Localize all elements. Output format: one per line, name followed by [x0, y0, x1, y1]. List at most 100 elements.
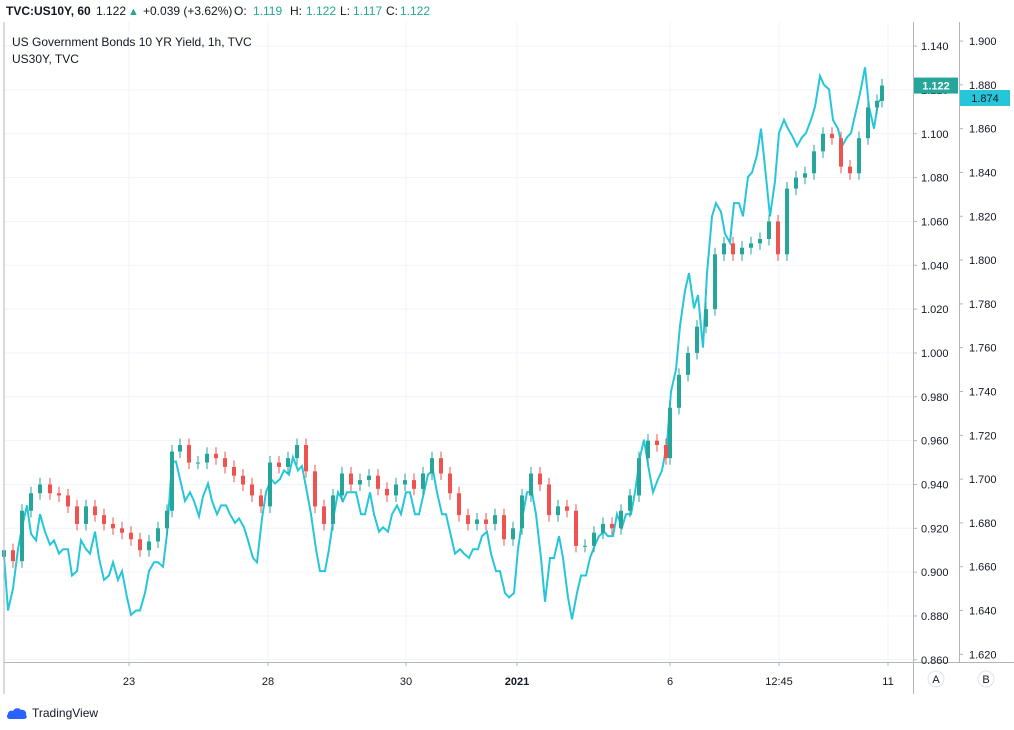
candle-body: [857, 138, 861, 174]
candle-body: [646, 440, 650, 459]
candle-body: [75, 506, 79, 524]
candle-body: [610, 523, 614, 529]
up-arrow-icon: ▲: [128, 6, 139, 18]
us10y-candles-group: [2, 78, 884, 568]
right-axis-tick-label: 1.880: [969, 80, 997, 92]
left-axis-tick-label: 1.020: [921, 304, 949, 316]
candle-body: [839, 138, 843, 167]
left-axis-tick-label: 1.100: [921, 129, 949, 141]
candle-body: [511, 528, 515, 540]
last-price-label-right: 1.874: [971, 93, 999, 105]
right-axis-tick-label: 1.840: [969, 167, 997, 179]
candle-body: [102, 515, 106, 524]
candle-body: [394, 484, 398, 496]
candle-body: [677, 374, 681, 408]
candle-body: [376, 475, 380, 489]
right-axis-tick-label: 1.640: [969, 606, 997, 618]
right-axis-tick-label: 1.660: [969, 562, 997, 574]
candle-body: [664, 445, 668, 459]
candle-body: [713, 254, 717, 310]
x-axis-tick-label: 6: [667, 676, 673, 688]
candle-body: [803, 173, 807, 178]
left-axis-tick-label: 1.000: [921, 348, 949, 360]
x-axis-tick-label: 2021: [505, 676, 529, 688]
candle-body: [340, 473, 344, 496]
left-axis-tick-label: 0.920: [921, 523, 949, 535]
candle-body: [187, 445, 191, 463]
candle-body: [758, 238, 762, 244]
candle-body: [138, 539, 142, 551]
x-axis-tick-label: 28: [262, 676, 274, 688]
candle-body: [637, 458, 641, 496]
candle-body: [304, 445, 308, 472]
candle-body: [529, 473, 533, 496]
candle-body: [214, 453, 218, 459]
candle-body: [493, 515, 497, 524]
candle-body: [412, 480, 416, 489]
right-axis-tick-label: 1.720: [969, 430, 997, 442]
left-axis-tick-label: 1.060: [921, 216, 949, 228]
left-axis-tick-label: 0.940: [921, 479, 949, 491]
candle-body: [655, 440, 659, 446]
right-axis-tick-label: 1.780: [969, 299, 997, 311]
right-axis-tick-label: 1.900: [969, 36, 997, 48]
candle-body: [767, 221, 771, 239]
left-axis-tick-label: 0.960: [921, 436, 949, 448]
axis-button-b[interactable]: B: [977, 670, 995, 688]
candle-body: [848, 166, 852, 174]
candle-body: [475, 519, 479, 524]
symbol-name[interactable]: TVC:US10Y, 60: [6, 4, 91, 18]
candle-body: [668, 407, 672, 459]
right-axis-tick-label: 1.740: [969, 387, 997, 399]
candle-body: [785, 188, 789, 255]
tradingview-cloud-icon: [6, 708, 27, 719]
legend-title[interactable]: US Government Bonds 10 YR Yield, 1h, TVC: [12, 35, 252, 49]
chart-svg[interactable]: 1.1401.1201.1001.0801.0601.0401.0201.000…: [0, 22, 1014, 694]
candle-body: [111, 523, 115, 529]
x-axis-tick-label: 30: [400, 676, 412, 688]
last-price: 1.122: [96, 4, 127, 18]
candle-body: [48, 484, 52, 494]
candle-body: [223, 458, 227, 467]
candle-body: [556, 506, 560, 516]
candle-body: [250, 484, 254, 496]
high-value: 1.122: [306, 4, 337, 18]
legend-compare[interactable]: US30Y, TVC: [12, 52, 79, 66]
chart-frame[interactable]: 1.1401.1201.1001.0801.0601.0401.0201.000…: [0, 22, 1014, 694]
x-axis-tick-label: 11: [882, 676, 893, 688]
candle-body: [349, 473, 353, 485]
candle-body: [484, 519, 488, 524]
right-axis-tick-label: 1.700: [969, 474, 997, 486]
left-axis-tick-label: 1.040: [921, 260, 949, 272]
candle-body: [749, 243, 753, 248]
candle-body: [830, 133, 834, 139]
candle-body: [286, 458, 290, 467]
left-axis-tick-label: 0.900: [921, 567, 949, 579]
candle-body: [619, 510, 623, 529]
low-value: 1.117: [353, 4, 383, 18]
us30y-line: [3, 67, 883, 620]
candle-body: [156, 528, 160, 542]
candle-body: [601, 523, 605, 533]
axis-button-a[interactable]: A: [927, 670, 945, 688]
candle-body: [439, 458, 443, 474]
x-axis-tick-label: 23: [123, 676, 135, 688]
candle-body: [84, 506, 88, 524]
candle-body: [722, 243, 726, 255]
candle-body: [821, 133, 825, 152]
candle-body: [57, 493, 61, 496]
candle-body: [565, 506, 569, 511]
candle-body: [358, 480, 362, 485]
candle-body: [277, 462, 281, 467]
tradingview-logo[interactable]: TradingView: [6, 706, 98, 720]
candle-body: [502, 515, 506, 540]
left-axis-tick-label: 1.080: [921, 173, 949, 185]
candle-body: [740, 247, 744, 255]
candle-body: [11, 550, 15, 562]
axes: 1.1401.1201.1001.0801.0601.0401.0201.000…: [3, 22, 1014, 694]
candle-body: [120, 528, 124, 533]
low-label: L:: [340, 4, 351, 18]
candle-body: [704, 309, 708, 327]
candle-body: [196, 462, 200, 464]
candle-body: [538, 473, 542, 485]
